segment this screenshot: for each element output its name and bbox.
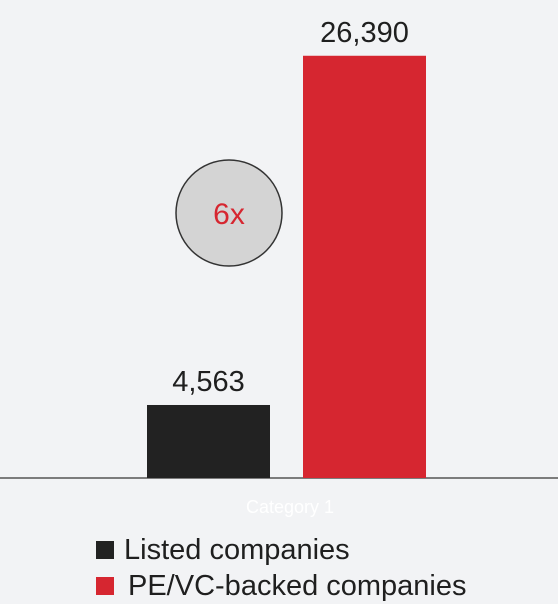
bar-pevc	[303, 55, 426, 478]
legend-label-listed: Listed companies	[124, 534, 350, 566]
value-labels-group: 4,563 26,390	[172, 17, 409, 398]
chart-svg: 4,563 26,390 Category 1 6x	[0, 17, 558, 517]
ratio-annotation: 6x	[175, 159, 283, 267]
legend-label-pevc: PE/VC-backed companies	[128, 570, 467, 602]
legend-item-pevc: PE/VC-backed companies	[96, 568, 467, 604]
bar-listed	[147, 404, 270, 478]
ratio-text: 6x	[213, 198, 245, 231]
legend-item-listed: Listed companies	[96, 532, 467, 568]
bars-group	[147, 55, 426, 478]
legend-swatch-listed	[96, 541, 114, 559]
ratio-circle	[175, 159, 283, 267]
value-label-pevc: 26,390	[320, 17, 409, 49]
category-label: Category 1	[246, 497, 334, 517]
legend-swatch-pevc	[96, 577, 114, 595]
legend: Listed companies PE/VC-backed companies	[96, 532, 467, 604]
value-label-listed: 4,563	[172, 366, 245, 398]
